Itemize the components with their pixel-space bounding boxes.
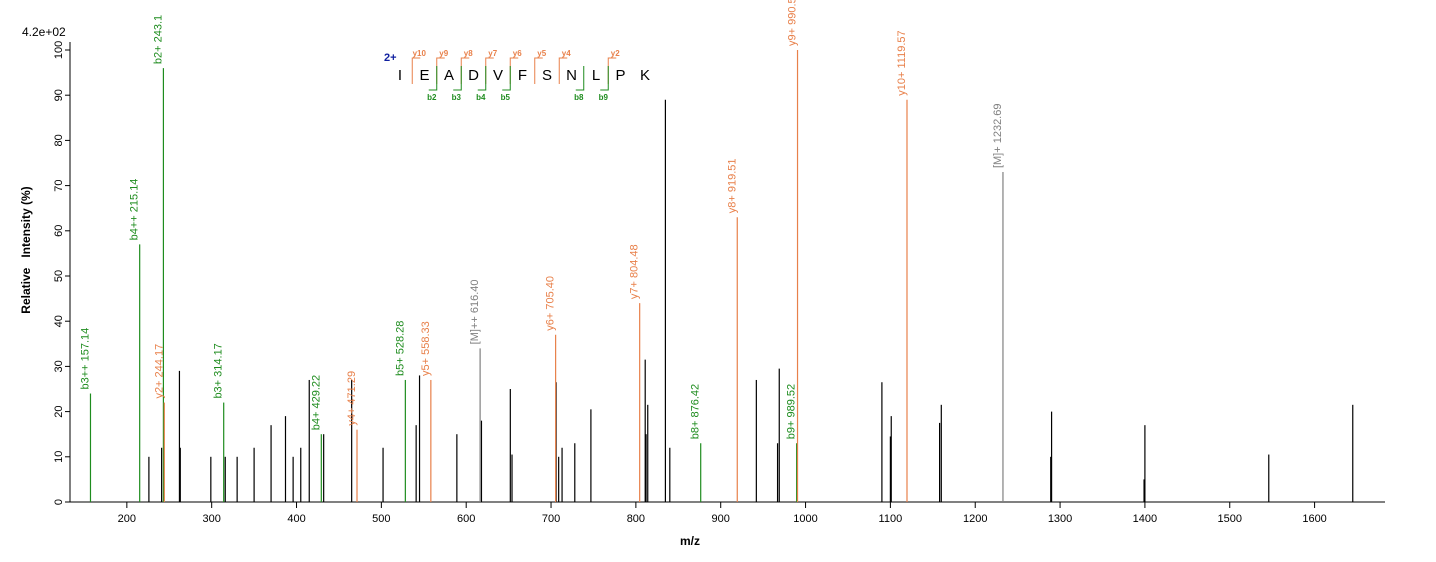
- b-ion-label: b8: [574, 93, 584, 102]
- residue: F: [518, 67, 527, 84]
- b-ion-marker: [502, 66, 511, 91]
- x-tick-label: 1300: [1048, 513, 1072, 525]
- peak-label: y5+ 558.33: [420, 321, 432, 376]
- residue: L: [592, 67, 600, 84]
- peak-label: y9+ 990.54: [787, 0, 799, 46]
- y-ion-label: y6: [513, 49, 522, 58]
- peak-label: b4+ 429.22: [310, 375, 322, 430]
- peak-label: y8+ 919.51: [726, 158, 738, 213]
- y-tick-label: 20: [53, 405, 65, 417]
- b-ion-label: b9: [599, 93, 609, 102]
- b-ion-label: b5: [501, 93, 511, 102]
- y-ion-label: y9: [439, 49, 448, 58]
- residue: E: [419, 67, 429, 84]
- y-ion-label: y10: [413, 49, 427, 58]
- residue: D: [468, 67, 479, 84]
- residue: I: [398, 67, 402, 84]
- peak-label: y10+ 1119.57: [896, 30, 908, 95]
- y-ion-label: y7: [488, 49, 497, 58]
- x-tick-label: 1200: [963, 513, 987, 525]
- residue: V: [493, 67, 503, 84]
- b-ion-label: b4: [476, 93, 486, 102]
- y-tick-label: 100: [53, 41, 65, 59]
- b-ion-marker: [453, 66, 462, 91]
- x-tick-label: 1100: [879, 513, 903, 525]
- peak-label: b3++ 157.14: [79, 328, 91, 390]
- peak-label: [M]+ 1232.69: [992, 104, 1004, 169]
- y-tick-label: 80: [53, 134, 65, 146]
- x-tick-label: 500: [372, 513, 390, 525]
- y-tick-label: 50: [53, 270, 65, 282]
- x-axis-title: m/z: [680, 534, 700, 548]
- x-tick-label: 700: [542, 513, 560, 525]
- peak-label: y7+ 804.48: [629, 244, 641, 299]
- x-tick-label: 1000: [793, 513, 817, 525]
- b-ion-marker: [600, 66, 609, 91]
- peak-label: y2+ 244.17: [153, 344, 165, 399]
- peak-label: b2+ 243.1: [152, 15, 164, 64]
- y-tick-label: 40: [53, 315, 65, 327]
- b-ion-marker: [477, 66, 487, 91]
- x-tick-label: 300: [203, 513, 221, 525]
- b-ion-label: b3: [452, 93, 462, 102]
- y-tick-label: 90: [53, 89, 65, 101]
- residue: K: [640, 67, 650, 84]
- y-tick-label: 10: [53, 451, 65, 463]
- scale-label: 4.2e+02: [22, 25, 66, 39]
- y-ion-label: y2: [611, 49, 620, 58]
- y-axis-title: Relative Intensity (%): [19, 186, 33, 313]
- y-ion-marker: [558, 57, 568, 84]
- y-tick-label: 60: [53, 225, 65, 237]
- y-ion-marker: [534, 57, 543, 84]
- charge-label: 2+: [384, 52, 397, 64]
- y-tick-label: 30: [53, 360, 65, 372]
- x-tick-label: 200: [118, 513, 136, 525]
- b-ion-marker: [428, 66, 438, 91]
- y-ion-marker: [411, 57, 421, 84]
- residue: P: [615, 67, 625, 84]
- y-tick-label: 0: [53, 499, 65, 505]
- x-tick-label: 800: [627, 513, 645, 525]
- y-ion-label: y5: [537, 49, 546, 58]
- peak-label: b9+ 989.52: [786, 384, 798, 439]
- x-tick-label: 1600: [1302, 513, 1326, 525]
- b-ion-marker: [575, 66, 585, 91]
- peak-label: b5+ 528.28: [394, 321, 406, 376]
- peak-label: [M]++ 616.40: [469, 279, 481, 344]
- x-tick-label: 400: [287, 513, 305, 525]
- residue: S: [542, 67, 552, 84]
- residue: A: [444, 67, 454, 84]
- x-tick-label: 900: [712, 513, 730, 525]
- x-tick-label: 1400: [1133, 513, 1157, 525]
- peak-label: y6+ 705.40: [545, 276, 557, 331]
- residue: N: [566, 67, 577, 84]
- peak-label: b3+ 314.17: [213, 343, 225, 398]
- b-ion-label: b2: [427, 93, 437, 102]
- peak-label: y4+ 471.29: [346, 371, 358, 426]
- y-ion-label: y4: [562, 49, 571, 58]
- peak-label: b8+ 876.42: [690, 384, 702, 439]
- y-ion-label: y8: [464, 49, 473, 58]
- x-tick-label: 600: [457, 513, 475, 525]
- peak-label: b4++ 215.14: [129, 179, 141, 241]
- y-tick-label: 70: [53, 179, 65, 191]
- x-tick-label: 1500: [1218, 513, 1242, 525]
